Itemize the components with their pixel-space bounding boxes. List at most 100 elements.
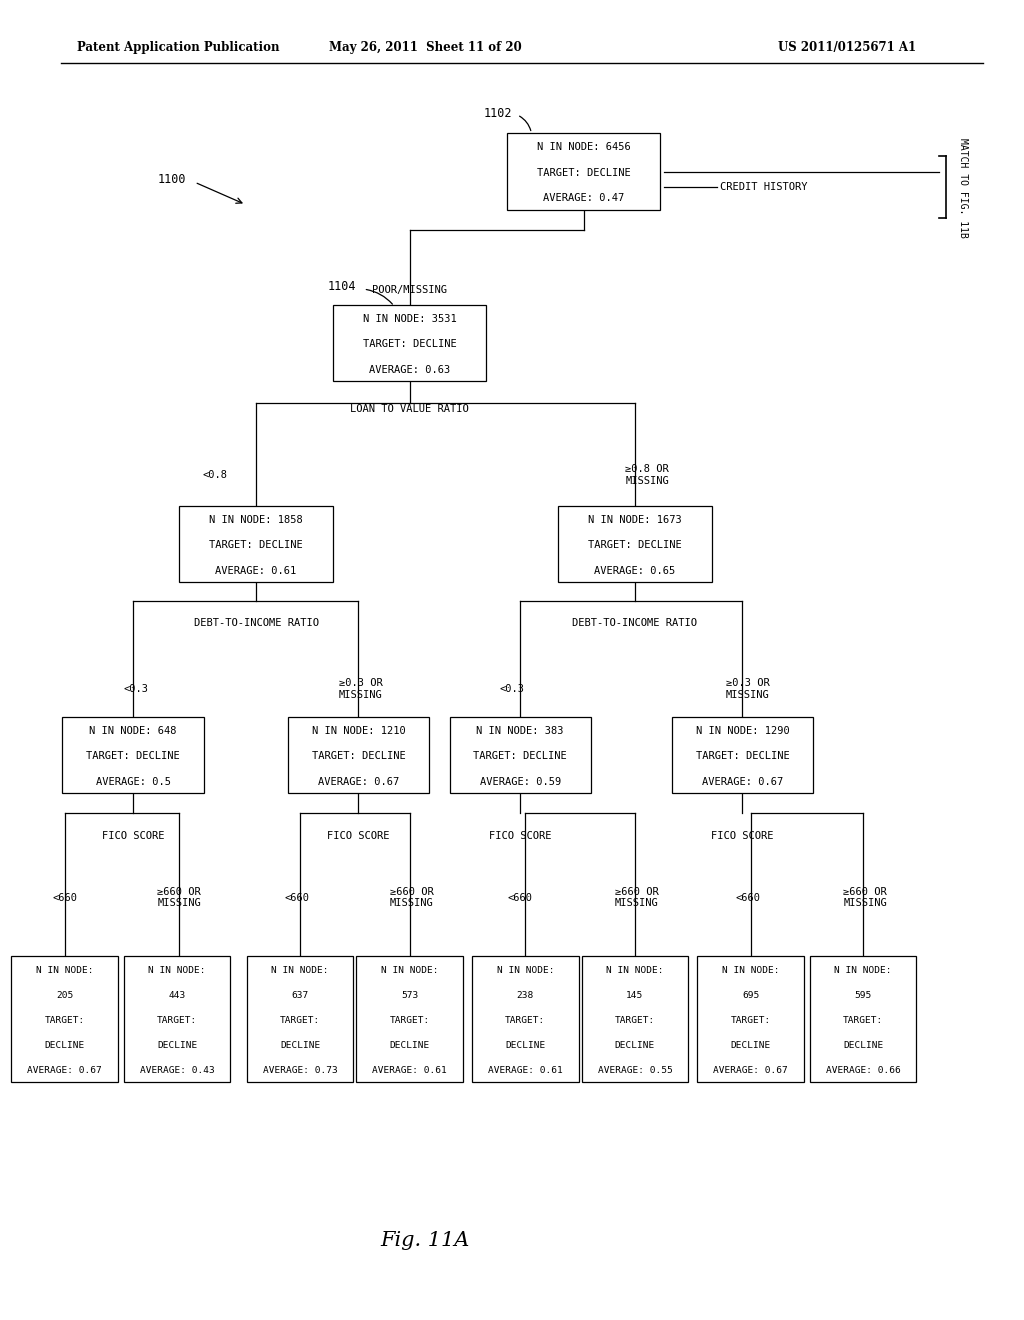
Text: 1100: 1100 xyxy=(158,173,186,186)
Text: N IN NODE: 1858: N IN NODE: 1858 xyxy=(209,515,303,524)
Text: FICO SCORE: FICO SCORE xyxy=(711,830,774,841)
Text: TARGET:: TARGET: xyxy=(157,1016,198,1024)
Text: DECLINE: DECLINE xyxy=(280,1041,321,1049)
Bar xyxy=(62,717,204,793)
Text: 205: 205 xyxy=(56,991,73,999)
Bar xyxy=(507,133,660,210)
Bar xyxy=(582,956,688,1082)
Text: AVERAGE: 0.63: AVERAGE: 0.63 xyxy=(369,366,451,375)
Text: ≥0.3 OR
MISSING: ≥0.3 OR MISSING xyxy=(726,678,769,700)
Text: N IN NODE:: N IN NODE: xyxy=(271,966,329,974)
Text: May 26, 2011  Sheet 11 of 20: May 26, 2011 Sheet 11 of 20 xyxy=(329,41,521,54)
Text: TARGET: DECLINE: TARGET: DECLINE xyxy=(209,540,303,550)
Text: DEBT-TO-INCOME RATIO: DEBT-TO-INCOME RATIO xyxy=(194,618,318,628)
Text: FICO SCORE: FICO SCORE xyxy=(327,830,390,841)
Text: TARGET: DECLINE: TARGET: DECLINE xyxy=(588,540,682,550)
Text: Patent Application Publication: Patent Application Publication xyxy=(77,41,280,54)
Text: <660: <660 xyxy=(285,892,309,903)
Text: FICO SCORE: FICO SCORE xyxy=(488,830,552,841)
Text: 1104: 1104 xyxy=(328,280,356,293)
Text: N IN NODE: 648: N IN NODE: 648 xyxy=(89,726,177,735)
Bar xyxy=(333,305,486,381)
Text: ≥660 OR
MISSING: ≥660 OR MISSING xyxy=(158,887,201,908)
Text: <660: <660 xyxy=(52,892,77,903)
Text: TARGET: DECLINE: TARGET: DECLINE xyxy=(537,168,631,178)
Text: DECLINE: DECLINE xyxy=(730,1041,771,1049)
Text: N IN NODE: 6456: N IN NODE: 6456 xyxy=(537,143,631,152)
Text: AVERAGE: 0.73: AVERAGE: 0.73 xyxy=(263,1067,337,1074)
Text: TARGET:: TARGET: xyxy=(730,1016,771,1024)
Bar xyxy=(356,956,463,1082)
Text: 637: 637 xyxy=(292,991,308,999)
Bar xyxy=(247,956,353,1082)
Text: TARGET: DECLINE: TARGET: DECLINE xyxy=(473,751,567,762)
Text: AVERAGE: 0.67: AVERAGE: 0.67 xyxy=(701,777,783,787)
Text: AVERAGE: 0.67: AVERAGE: 0.67 xyxy=(714,1067,787,1074)
Text: AVERAGE: 0.47: AVERAGE: 0.47 xyxy=(543,194,625,203)
Text: AVERAGE: 0.61: AVERAGE: 0.61 xyxy=(215,566,297,576)
Text: <0.3: <0.3 xyxy=(500,684,524,694)
Text: ≥0.8 OR
MISSING: ≥0.8 OR MISSING xyxy=(626,465,669,486)
Bar xyxy=(472,956,579,1082)
Bar xyxy=(558,506,712,582)
Text: DECLINE: DECLINE xyxy=(843,1041,884,1049)
Text: TARGET: DECLINE: TARGET: DECLINE xyxy=(311,751,406,762)
Text: 1102: 1102 xyxy=(483,107,512,120)
Bar xyxy=(810,956,916,1082)
Text: TARGET: DECLINE: TARGET: DECLINE xyxy=(362,339,457,350)
Text: N IN NODE:: N IN NODE: xyxy=(381,966,438,974)
Text: 238: 238 xyxy=(517,991,534,999)
Text: N IN NODE: 1290: N IN NODE: 1290 xyxy=(695,726,790,735)
Text: TARGET:: TARGET: xyxy=(614,1016,655,1024)
Text: US 2011/0125671 A1: US 2011/0125671 A1 xyxy=(778,41,916,54)
Text: AVERAGE: 0.59: AVERAGE: 0.59 xyxy=(479,777,561,787)
Text: 595: 595 xyxy=(855,991,871,999)
Text: AVERAGE: 0.61: AVERAGE: 0.61 xyxy=(373,1067,446,1074)
Text: DEBT-TO-INCOME RATIO: DEBT-TO-INCOME RATIO xyxy=(572,618,697,628)
Text: ≥660 OR
MISSING: ≥660 OR MISSING xyxy=(390,887,433,908)
Text: N IN NODE: 1673: N IN NODE: 1673 xyxy=(588,515,682,524)
Text: N IN NODE:: N IN NODE: xyxy=(835,966,892,974)
Text: 573: 573 xyxy=(401,991,418,999)
Text: TARGET:: TARGET: xyxy=(280,1016,321,1024)
Text: N IN NODE:: N IN NODE: xyxy=(722,966,779,974)
Text: N IN NODE:: N IN NODE: xyxy=(36,966,93,974)
Text: 695: 695 xyxy=(742,991,759,999)
Text: N IN NODE:: N IN NODE: xyxy=(497,966,554,974)
Text: TARGET: DECLINE: TARGET: DECLINE xyxy=(86,751,180,762)
Text: <660: <660 xyxy=(735,892,760,903)
Text: LOAN TO VALUE RATIO: LOAN TO VALUE RATIO xyxy=(350,404,469,414)
Text: AVERAGE: 0.61: AVERAGE: 0.61 xyxy=(488,1067,562,1074)
Text: DECLINE: DECLINE xyxy=(389,1041,430,1049)
Text: AVERAGE: 0.66: AVERAGE: 0.66 xyxy=(826,1067,900,1074)
Text: 443: 443 xyxy=(169,991,185,999)
Text: N IN NODE: 3531: N IN NODE: 3531 xyxy=(362,314,457,323)
Text: AVERAGE: 0.55: AVERAGE: 0.55 xyxy=(598,1067,672,1074)
Text: TARGET:: TARGET: xyxy=(843,1016,884,1024)
Text: FICO SCORE: FICO SCORE xyxy=(101,830,165,841)
Bar xyxy=(11,956,118,1082)
Text: MATCH TO FIG. 11B: MATCH TO FIG. 11B xyxy=(957,137,968,238)
Text: <0.3: <0.3 xyxy=(124,684,148,694)
Text: TARGET:: TARGET: xyxy=(505,1016,546,1024)
Bar xyxy=(672,717,813,793)
Bar xyxy=(288,717,429,793)
Bar xyxy=(124,956,230,1082)
Text: DECLINE: DECLINE xyxy=(44,1041,85,1049)
Text: AVERAGE: 0.5: AVERAGE: 0.5 xyxy=(95,777,171,787)
Text: DECLINE: DECLINE xyxy=(157,1041,198,1049)
Text: AVERAGE: 0.65: AVERAGE: 0.65 xyxy=(594,566,676,576)
Bar xyxy=(450,717,591,793)
Text: POOR/MISSING: POOR/MISSING xyxy=(372,285,447,296)
Text: N IN NODE:: N IN NODE: xyxy=(606,966,664,974)
Text: 145: 145 xyxy=(627,991,643,999)
Text: TARGET:: TARGET: xyxy=(44,1016,85,1024)
Text: ≥0.3 OR
MISSING: ≥0.3 OR MISSING xyxy=(339,678,382,700)
Bar xyxy=(179,506,333,582)
Text: N IN NODE:: N IN NODE: xyxy=(148,966,206,974)
Text: ≥660 OR
MISSING: ≥660 OR MISSING xyxy=(615,887,658,908)
Text: N IN NODE: 383: N IN NODE: 383 xyxy=(476,726,564,735)
Bar xyxy=(697,956,804,1082)
Text: AVERAGE: 0.67: AVERAGE: 0.67 xyxy=(28,1067,101,1074)
Text: CREDIT HISTORY: CREDIT HISTORY xyxy=(720,182,807,193)
